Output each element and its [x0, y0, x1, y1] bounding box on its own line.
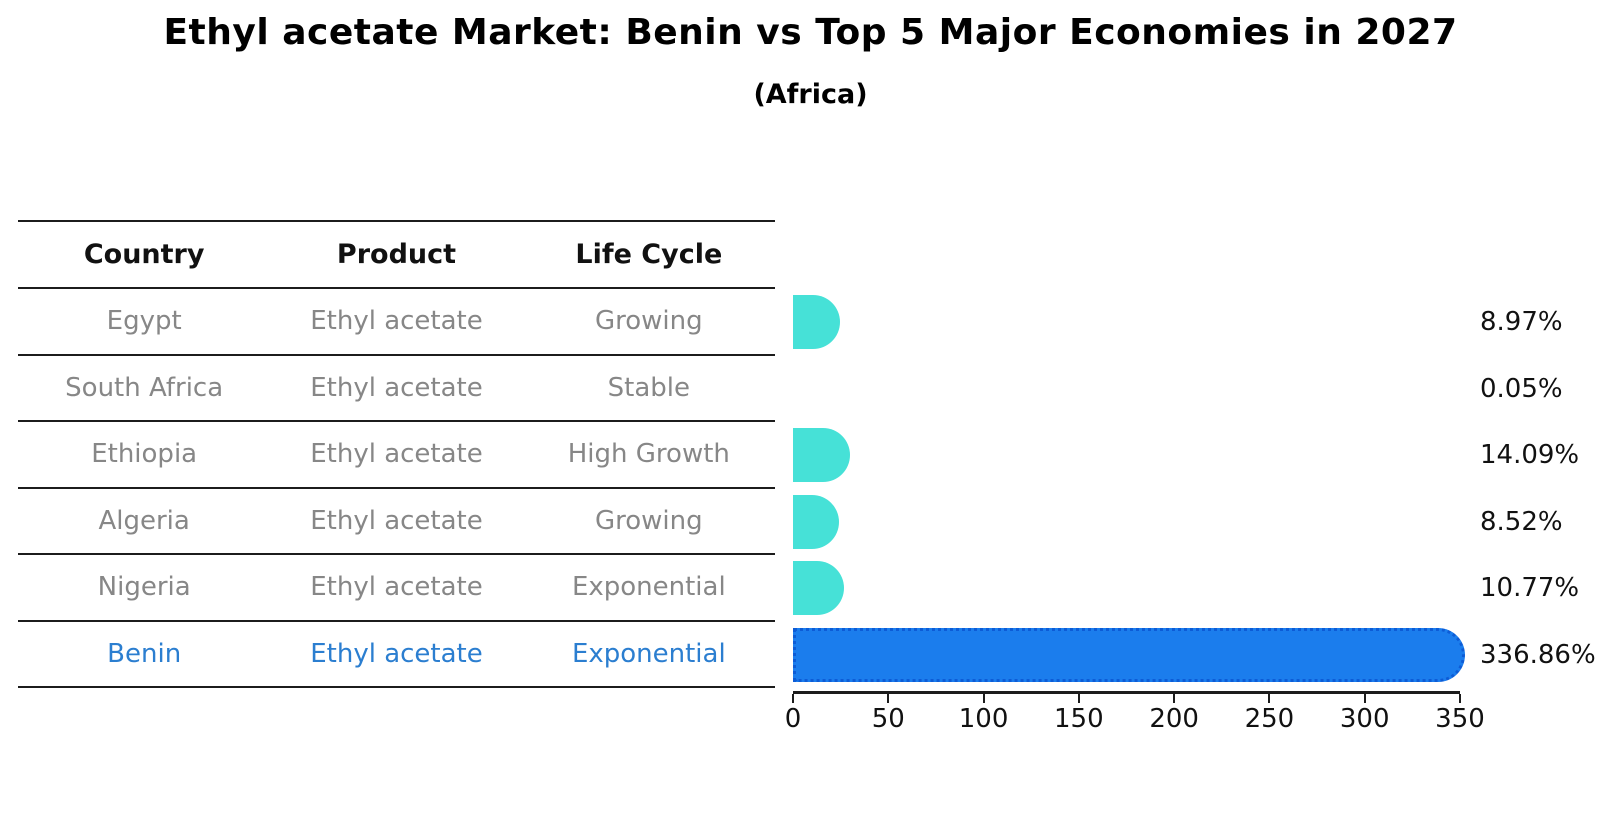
life-cycle-cell: High Growth	[567, 439, 730, 470]
x-axis-tick-label: 100	[958, 704, 1009, 734]
table-row: Ethiopia Ethyl acetate High Growth	[18, 422, 775, 489]
country-table: Country Product Life Cycle Egypt Ethyl ac…	[18, 220, 775, 688]
x-axis-tick-label: 50	[871, 704, 905, 734]
column-header-life-cycle: Life Cycle	[575, 239, 723, 270]
life-cycle-cell: Growing	[594, 306, 703, 337]
table-header-row: Country Product Life Cycle	[18, 222, 775, 289]
country-cell: South Africa	[65, 372, 224, 403]
table-body: Egypt Ethyl acetate Growing South Africa Eth…	[18, 289, 775, 688]
x-axis-tick-label: 0	[784, 704, 802, 734]
country-cell: Algeria	[98, 505, 190, 536]
x-axis-tick-label: 350	[1435, 704, 1485, 734]
country-cell: Egypt	[106, 306, 182, 337]
x-axis-tick	[1459, 694, 1461, 703]
bar-egypt	[793, 295, 841, 350]
product-cell: Ethyl acetate	[310, 372, 483, 403]
table-row: South Africa Ethyl acetate Stable	[18, 356, 775, 422]
x-axis	[793, 691, 1460, 694]
value-label: 0.05%	[1480, 373, 1563, 404]
product-cell: Ethyl acetate	[310, 306, 483, 337]
x-axis-tick-label: 200	[1149, 704, 1199, 734]
value-label: 8.97%	[1480, 307, 1563, 338]
country-cell: Nigeria	[97, 572, 191, 603]
x-axis-tick	[1173, 694, 1176, 703]
x-axis-tick-label: 150	[1054, 704, 1104, 734]
life-cycle-cell: Growing	[594, 505, 703, 536]
life-cycle-cell: Exponential	[571, 572, 726, 603]
bar-benin-highlight	[793, 627, 1465, 682]
value-label: 8.52%	[1480, 506, 1563, 537]
x-axis-tick	[1363, 694, 1366, 703]
x-axis-tick	[1268, 694, 1271, 703]
product-cell: Ethyl acetate	[310, 638, 483, 669]
chart-subtitle: (Africa)	[753, 79, 868, 110]
x-axis-tick	[1077, 694, 1080, 703]
bar-ethiopia	[793, 428, 850, 483]
column-header-country: Country	[83, 239, 205, 270]
value-label: 14.09%	[1480, 440, 1580, 471]
product-cell: Ethyl acetate	[310, 439, 483, 470]
x-axis-tick-label: 250	[1244, 704, 1295, 734]
country-cell: Benin	[107, 638, 182, 669]
product-cell: Ethyl acetate	[310, 505, 483, 536]
life-cycle-cell: Exponential	[571, 638, 726, 669]
x-axis-tick	[982, 694, 985, 703]
table-row: Nigeria Ethyl acetate Exponential	[18, 555, 775, 622]
column-header-product: Product	[336, 239, 457, 270]
bar-nigeria	[793, 561, 844, 616]
value-label: 10.77%	[1480, 573, 1580, 604]
table-row: Benin Ethyl acetate Exponential	[18, 622, 775, 688]
product-cell: Ethyl acetate	[310, 572, 483, 603]
x-axis-tick	[792, 694, 794, 703]
x-axis-tick-label: 300	[1339, 704, 1390, 734]
bar-algeria	[793, 494, 840, 549]
table-row: Algeria Ethyl acetate Growing	[18, 489, 775, 555]
country-cell: Ethiopia	[91, 439, 198, 470]
chart-title: Ethyl acetate Market: Benin vs Top 5 Maj…	[163, 12, 1458, 53]
x-axis-tick	[887, 694, 890, 703]
value-label: 336.86%	[1480, 639, 1596, 670]
life-cycle-cell: Stable	[607, 372, 690, 403]
table-row: Egypt Ethyl acetate Growing	[18, 289, 775, 356]
